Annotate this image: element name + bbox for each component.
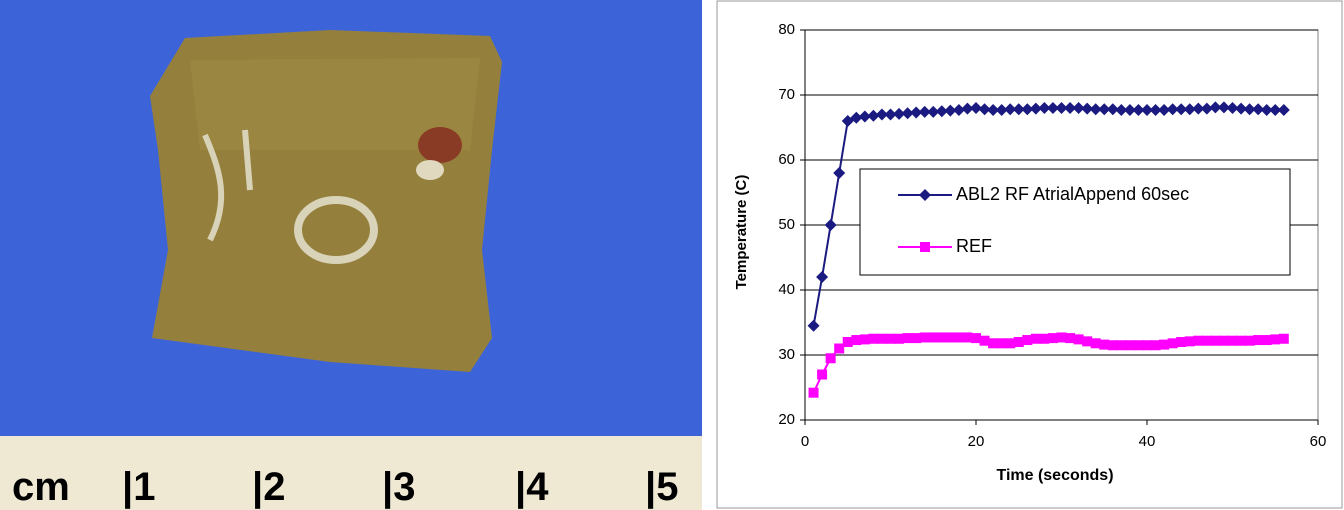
point: [1176, 337, 1186, 347]
point: [1116, 340, 1126, 350]
x-tick-label: 0: [801, 433, 809, 450]
point: [886, 334, 896, 344]
point: [954, 332, 964, 342]
point: [962, 332, 972, 342]
ruler-label: |1: [122, 465, 155, 509]
ruler: [0, 436, 702, 510]
ruler-label: |5: [645, 465, 678, 509]
point: [860, 334, 870, 344]
point: [1245, 336, 1255, 346]
y-tick-label: 60: [778, 151, 795, 168]
lesion-spot: [416, 160, 444, 180]
legend-marker: [920, 242, 930, 252]
point: [834, 344, 844, 354]
point: [1133, 340, 1143, 350]
point: [1202, 336, 1212, 346]
y-tick-label: 70: [778, 86, 795, 103]
figure: Temperature (C) Time (seconds) cm |1 |2 |3 |…: [0, 0, 1344, 510]
ruler-label: |2: [252, 465, 285, 509]
point: [903, 333, 913, 343]
point: [1168, 338, 1178, 348]
point: [980, 336, 990, 346]
x-tick-label: 40: [1139, 433, 1156, 450]
page: Temperature (C) Time (seconds) cm |1 |2 |3 |…: [0, 0, 1344, 510]
point: [997, 338, 1007, 348]
point: [1074, 334, 1084, 344]
point: [1065, 333, 1075, 343]
y-tick-label: 20: [778, 411, 795, 428]
point: [1125, 340, 1135, 350]
point: [1142, 340, 1152, 350]
point: [1108, 340, 1118, 350]
point: [937, 332, 947, 342]
point: [1159, 340, 1169, 350]
point: [1022, 335, 1032, 345]
ruler-label: |4: [515, 465, 549, 509]
point: [851, 335, 861, 345]
y-axis-label: Temperature (C): [733, 175, 750, 290]
point: [809, 388, 819, 398]
point: [1014, 337, 1024, 347]
point: [928, 332, 938, 342]
point: [988, 338, 998, 348]
lesion-spot: [418, 127, 462, 163]
point: [1039, 334, 1049, 344]
point: [971, 333, 981, 343]
point: [817, 370, 827, 380]
point: [1091, 338, 1101, 348]
point: [1236, 336, 1246, 346]
y-tick-label: 40: [778, 281, 795, 298]
point: [894, 334, 904, 344]
point: [911, 333, 921, 343]
point: [1099, 340, 1109, 350]
point: [868, 334, 878, 344]
point: [1005, 338, 1015, 348]
point: [1048, 333, 1058, 343]
point: [843, 337, 853, 347]
y-tick-label: 30: [778, 346, 795, 363]
point: [945, 332, 955, 342]
legend-label: REF: [956, 236, 992, 256]
point: [1219, 336, 1229, 346]
x-axis-label: Time (seconds): [996, 467, 1113, 484]
point: [1082, 336, 1092, 346]
point: [920, 332, 930, 342]
point: [826, 353, 836, 363]
ruler-label: |3: [382, 465, 415, 509]
y-tick-label: 80: [778, 21, 795, 38]
point: [1253, 335, 1263, 345]
y-tick-label: 50: [778, 216, 795, 233]
ruler-label: cm: [12, 465, 70, 509]
point: [1057, 332, 1067, 342]
x-tick-label: 60: [1310, 433, 1327, 450]
legend-label: ABL2 RF AtrialAppend 60sec: [956, 184, 1189, 204]
point: [1262, 335, 1272, 345]
point: [1185, 336, 1195, 346]
point: [1031, 334, 1041, 344]
point: [877, 334, 887, 344]
point: [1193, 336, 1203, 346]
point: [1279, 334, 1289, 344]
x-tick-label: 20: [968, 433, 985, 450]
photo: [0, 0, 702, 510]
point: [1210, 336, 1220, 346]
point: [1270, 334, 1280, 344]
point: [1151, 340, 1161, 350]
point: [1228, 336, 1238, 346]
